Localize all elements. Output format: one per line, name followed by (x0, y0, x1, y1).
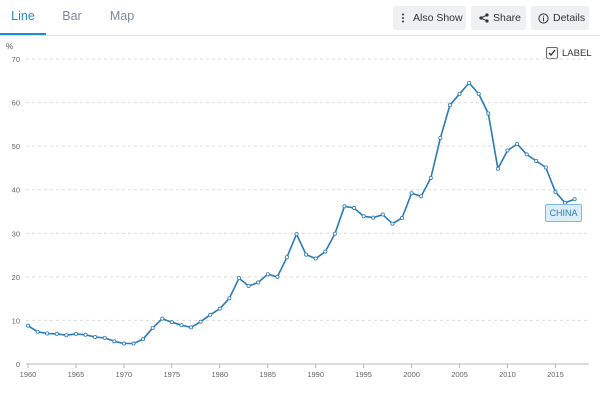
data-point (45, 331, 50, 336)
view-tabs: Line Bar Map Also Show Share Details (0, 0, 600, 36)
series-label-china: CHINA (545, 204, 582, 222)
data-point (371, 215, 376, 220)
data-point (467, 80, 472, 85)
data-point (515, 141, 520, 146)
y-tick-label: 10 (12, 316, 20, 325)
share-icon (479, 6, 489, 30)
y-tick-label: 20 (12, 273, 20, 282)
info-circle-icon (538, 6, 549, 30)
data-point (102, 335, 107, 340)
data-point (323, 249, 328, 254)
details-button[interactable]: Details (531, 6, 589, 30)
data-point (486, 111, 491, 116)
x-tick-label: 2000 (403, 370, 420, 379)
label-toggle[interactable]: LABEL (546, 46, 592, 60)
data-point (553, 189, 558, 194)
data-point (543, 165, 548, 170)
x-tick-label: 1995 (355, 370, 372, 379)
x-tick-label: 1975 (164, 370, 181, 379)
data-point (438, 135, 443, 140)
data-point (409, 191, 414, 196)
also-show-label: Also Show (413, 12, 463, 24)
y-tick-label: 30 (12, 229, 20, 238)
data-point (380, 212, 385, 217)
data-point (112, 339, 117, 344)
data-point (534, 158, 539, 163)
y-tick-label: 40 (12, 186, 20, 195)
data-point (457, 91, 462, 96)
x-tick-label: 1985 (259, 370, 276, 379)
y-tick-label: 60 (12, 99, 20, 108)
tab-line[interactable]: Line (0, 0, 46, 35)
data-point (256, 280, 261, 285)
y-tick-label: 70 (12, 55, 20, 64)
data-point (304, 252, 309, 257)
data-point (93, 334, 98, 339)
checkbox-checked-icon[interactable] (546, 47, 558, 59)
data-point (332, 231, 337, 236)
tab-map[interactable]: Map (109, 9, 135, 23)
data-point (198, 319, 203, 324)
line-chart: % 0 10 20 30 40 50 60 70 1960 1965 1970 1975 1980 1985… (6, 42, 589, 379)
data-point (265, 272, 270, 277)
x-tick-label: 2010 (499, 370, 516, 379)
share-button[interactable]: Share (471, 6, 526, 30)
data-point (275, 274, 280, 279)
x-tick-label: 1960 (20, 370, 37, 379)
share-label: Share (493, 12, 522, 24)
data-point (399, 216, 404, 221)
data-point (73, 331, 78, 336)
data-point (35, 329, 40, 334)
series-line-china (27, 82, 575, 345)
data-point (54, 331, 59, 336)
data-point (131, 341, 136, 346)
data-point (419, 194, 424, 199)
y-axis-label: % (6, 42, 13, 51)
tab-bar[interactable]: Bar (62, 9, 82, 23)
x-tick-label: 1970 (116, 370, 133, 379)
data-point (572, 197, 577, 202)
x-tick-label: 1965 (68, 370, 85, 379)
data-point (428, 175, 433, 180)
x-tick-label: 2015 (547, 370, 564, 379)
y-tick-label: 50 (12, 142, 20, 151)
data-point (189, 325, 194, 330)
data-point (390, 221, 395, 226)
data-point (313, 256, 318, 261)
vertical-ellipsis-icon (401, 6, 405, 30)
data-point (352, 206, 357, 211)
data-point (505, 148, 510, 153)
data-point (208, 312, 213, 317)
data-point (284, 255, 289, 260)
data-point (150, 325, 155, 330)
data-point (83, 332, 88, 337)
x-tick-label: 1980 (211, 370, 228, 379)
x-tick-label: 1990 (307, 370, 324, 379)
y-tick-label: 0 (16, 360, 20, 369)
details-label: Details (553, 12, 586, 24)
data-point (160, 316, 165, 321)
data-point (141, 337, 146, 342)
data-point (169, 320, 174, 325)
data-point (64, 333, 69, 338)
data-point (342, 204, 347, 209)
data-point (476, 91, 481, 96)
data-point (217, 306, 222, 311)
data-point (121, 341, 126, 346)
data-point (246, 284, 251, 289)
x-tick-label: 2005 (451, 370, 468, 379)
data-point (227, 296, 232, 301)
data-point (25, 323, 30, 328)
label-toggle-text: LABEL (562, 47, 592, 59)
data-point (294, 232, 299, 237)
data-point (179, 323, 184, 328)
data-point (361, 214, 366, 219)
also-show-button[interactable]: Also Show (393, 6, 466, 30)
data-point (236, 276, 241, 281)
data-point (524, 152, 529, 157)
data-point (447, 103, 452, 108)
data-point (495, 166, 500, 171)
